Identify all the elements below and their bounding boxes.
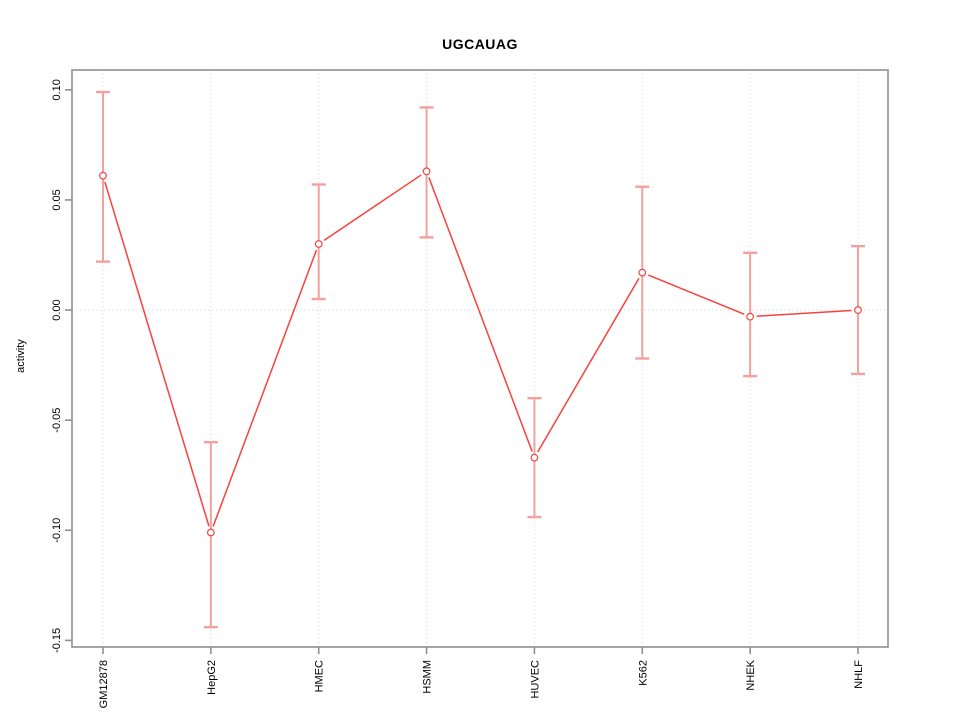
- series-line-segment: [648, 274, 745, 315]
- series-line-segment: [104, 181, 210, 527]
- data-point-huvec: [530, 453, 539, 462]
- x-tick-label-huvec: HUVEC: [529, 660, 541, 699]
- data-point-nhek: [746, 312, 755, 321]
- x-tick-label-hepg2: HepG2: [206, 660, 218, 695]
- series-line-segment: [756, 309, 852, 318]
- y-tick-label: 0.05: [51, 189, 63, 210]
- data-point-k562: [638, 268, 647, 277]
- series-line-segment: [323, 174, 422, 241]
- y-tick-label: 0.10: [51, 79, 63, 100]
- chart-title: UGCAUAG: [442, 36, 518, 52]
- plot-border: [71, 69, 889, 648]
- data-point-hepg2: [206, 528, 215, 537]
- data-point-hsmm: [422, 167, 431, 176]
- data-point-nhlf: [854, 306, 862, 314]
- x-tick-label-nhek: NHEK: [745, 659, 757, 690]
- series-line-segment: [537, 277, 640, 453]
- series-line-segment: [428, 177, 533, 452]
- y-tick-label: -0.10: [51, 518, 63, 543]
- data-point-gm12878: [99, 171, 107, 180]
- x-tick-label-hmec: HMEC: [314, 660, 326, 692]
- x-tick-label-gm12878: GM12878: [98, 660, 110, 708]
- x-tick-label-hsmm: HSMM: [422, 660, 434, 694]
- y-tick-label: 0.00: [51, 299, 63, 320]
- x-tick-label-nhlf: NHLF: [853, 660, 865, 689]
- series-line-segment: [212, 249, 318, 527]
- y-tick-label: -0.05: [51, 408, 63, 433]
- y-tick-label: -0.15: [51, 628, 63, 653]
- data-point-hmec: [314, 240, 323, 248]
- x-tick-label-k562: K562: [637, 660, 649, 686]
